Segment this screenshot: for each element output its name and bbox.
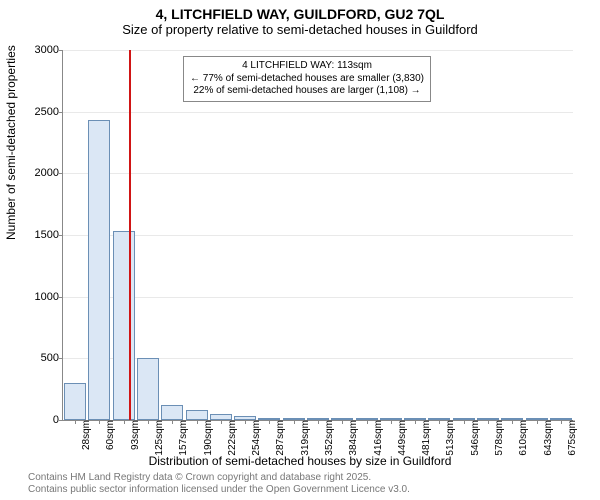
- gridline: [63, 112, 573, 113]
- y-tick-mark: [59, 173, 63, 174]
- histogram-bar: [88, 120, 110, 420]
- x-tick-mark: [391, 420, 392, 424]
- x-tick-mark: [99, 420, 100, 424]
- plot-area: 05001000150020002500300028sqm60sqm93sqm1…: [62, 50, 573, 421]
- gridline: [63, 297, 573, 298]
- footer-attribution: Contains HM Land Registry data © Crown c…: [28, 472, 410, 496]
- x-tick-label: 60sqm: [103, 420, 116, 450]
- x-tick-mark: [269, 420, 270, 424]
- x-tick-mark: [318, 420, 319, 424]
- x-tick-mark: [439, 420, 440, 424]
- x-tick-label: 513sqm: [443, 420, 456, 456]
- x-tick-label: 287sqm: [273, 420, 286, 456]
- x-tick-mark: [367, 420, 368, 424]
- x-tick-mark: [537, 420, 538, 424]
- histogram-bar: [186, 410, 208, 420]
- annotation-line-2: ← 77% of semi-detached houses are smalle…: [190, 73, 424, 86]
- gridline: [63, 173, 573, 174]
- x-tick-label: 319sqm: [298, 420, 311, 456]
- x-tick-label: 125sqm: [152, 420, 165, 456]
- reference-annotation: 4 LITCHFIELD WAY: 113sqm ← 77% of semi-d…: [183, 56, 431, 102]
- y-axis-label: Number of semi-detached properties: [4, 45, 18, 240]
- histogram-bar: [161, 405, 183, 420]
- x-tick-label: 93sqm: [128, 420, 141, 450]
- x-tick-label: 416sqm: [371, 420, 384, 456]
- chart-container: 4, LITCHFIELD WAY, GUILDFORD, GU2 7QL Si…: [0, 0, 600, 500]
- y-tick-mark: [59, 50, 63, 51]
- x-tick-label: 28sqm: [79, 420, 92, 450]
- y-tick-mark: [59, 112, 63, 113]
- x-tick-label: 190sqm: [201, 420, 214, 456]
- x-tick-label: 352sqm: [322, 420, 335, 456]
- x-tick-mark: [561, 420, 562, 424]
- x-axis-label: Distribution of semi-detached houses by …: [0, 454, 600, 468]
- x-tick-mark: [197, 420, 198, 424]
- x-tick-mark: [148, 420, 149, 424]
- histogram-bar: [64, 383, 86, 420]
- footer-line-2: Contains public sector information licen…: [28, 484, 410, 496]
- x-tick-mark: [415, 420, 416, 424]
- x-tick-label: 643sqm: [541, 420, 554, 456]
- chart-subtitle: Size of property relative to semi-detach…: [0, 22, 600, 41]
- x-tick-label: 157sqm: [176, 420, 189, 456]
- gridline: [63, 50, 573, 51]
- x-tick-mark: [172, 420, 173, 424]
- x-tick-mark: [75, 420, 76, 424]
- y-tick-mark: [59, 235, 63, 236]
- y-tick-mark: [59, 297, 63, 298]
- x-tick-mark: [464, 420, 465, 424]
- x-tick-label: 546sqm: [468, 420, 481, 456]
- annotation-line-1: 4 LITCHFIELD WAY: 113sqm: [190, 60, 424, 73]
- x-tick-label: 384sqm: [346, 420, 359, 456]
- y-tick-mark: [59, 358, 63, 359]
- x-tick-label: 675sqm: [565, 420, 578, 456]
- chart-title: 4, LITCHFIELD WAY, GUILDFORD, GU2 7QL: [0, 0, 600, 22]
- x-tick-label: 449sqm: [395, 420, 408, 456]
- x-tick-mark: [124, 420, 125, 424]
- x-tick-label: 254sqm: [249, 420, 262, 456]
- x-tick-label: 222sqm: [225, 420, 238, 456]
- x-tick-label: 578sqm: [492, 420, 505, 456]
- x-tick-mark: [488, 420, 489, 424]
- x-tick-label: 481sqm: [419, 420, 432, 456]
- gridline: [63, 235, 573, 236]
- annotation-line-3: 22% of semi-detached houses are larger (…: [190, 85, 424, 98]
- x-tick-mark: [294, 420, 295, 424]
- histogram-bar: [113, 231, 135, 420]
- reference-line: [129, 50, 131, 420]
- footer-line-1: Contains HM Land Registry data © Crown c…: [28, 472, 410, 484]
- histogram-bar: [137, 358, 159, 420]
- x-tick-label: 610sqm: [516, 420, 529, 456]
- x-tick-mark: [512, 420, 513, 424]
- x-tick-mark: [221, 420, 222, 424]
- x-tick-mark: [342, 420, 343, 424]
- x-tick-mark: [245, 420, 246, 424]
- y-tick-mark: [59, 420, 63, 421]
